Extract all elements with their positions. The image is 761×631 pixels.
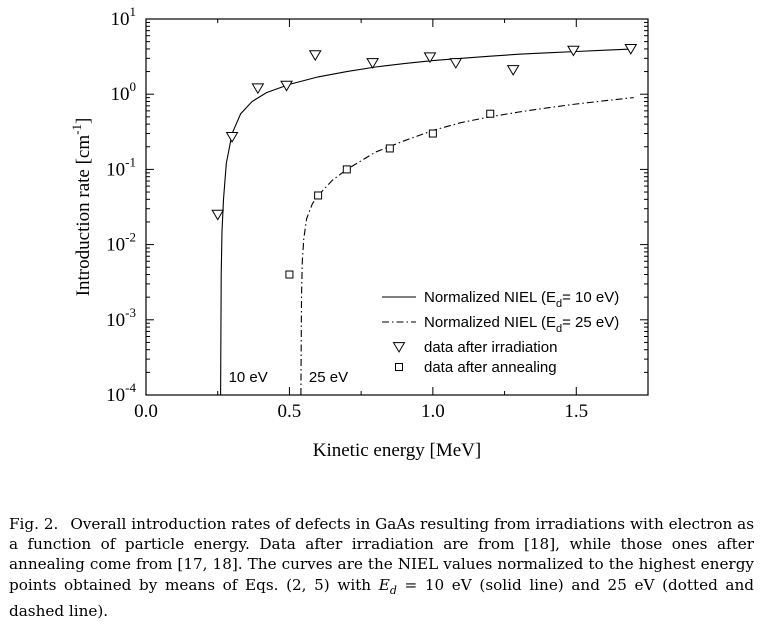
figure-caption: Fig. 2. Overall introduction rates of def… — [9, 514, 754, 621]
caption-ed-symbol: E — [378, 575, 390, 594]
legend-entry-label: Normalized NIEL (Ed= 10 eV) — [424, 289, 619, 310]
introduction-rate-chart: 0.0 0.5 1.0 1.5 101 100 10-1 10-2 10-3 10-4 Kinet… — [69, 4, 649, 461]
series-line-ed-25ev — [300, 97, 634, 396]
y-axis-label: Introduction rate [cm-1] — [69, 118, 94, 297]
legend: Normalized NIEL (Ed= 10 eV) Normalized NI… — [382, 289, 619, 376]
y-tick-label: 10-3 — [106, 305, 136, 331]
x-tick-label: 0.0 — [134, 401, 158, 422]
x-tick-label: 1.5 — [564, 401, 588, 422]
threshold-annotation: 25 eV — [309, 369, 348, 386]
marker-triangle-down — [308, 50, 322, 62]
legend-entry-label: data after irradiation — [424, 339, 557, 356]
marker-square — [385, 144, 394, 153]
marker-triangle-down — [225, 132, 239, 143]
marker-triangle-down — [624, 44, 638, 55]
caption-text-2: = 10 eV (solid line) and 25 eV (dotted a… — [9, 575, 754, 620]
threshold-annotation: 10 eV — [229, 369, 268, 386]
curves-layer — [220, 48, 634, 396]
annotations-layer: 10 eV 25 eV — [229, 369, 349, 386]
legend-entry-label: data after annealing — [424, 359, 557, 376]
marker-square — [285, 270, 294, 279]
plot-area-frame — [145, 18, 649, 396]
marker-triangle-down — [392, 342, 406, 353]
x-tick-label: 1.0 — [421, 401, 445, 422]
legend-entry-label: Normalized NIEL (Ed= 25 eV) — [424, 314, 619, 335]
y-tick-label: 10-2 — [106, 230, 136, 256]
marker-triangle-down — [366, 58, 379, 69]
caption-label: Fig. 2. — [9, 515, 59, 533]
marker-triangle-down — [251, 83, 265, 95]
caption-ed-subscript: d — [389, 583, 397, 597]
x-axis-label: Kinetic energy [MeV] — [313, 440, 481, 461]
marker-square — [342, 165, 351, 174]
marker-triangle-down — [449, 58, 463, 69]
y-tick-label: 101 — [111, 4, 137, 30]
marker-square — [314, 191, 323, 200]
marker-triangle-down — [423, 52, 437, 64]
series-line-ed-10ev — [220, 48, 634, 396]
marker-triangle-down — [211, 209, 225, 221]
marker-triangle-down — [506, 65, 520, 76]
marker-triangle-down — [567, 45, 580, 57]
y-tick-label: 10-4 — [106, 380, 136, 406]
marker-square — [428, 129, 437, 138]
marker-triangle-down — [280, 80, 293, 92]
markers-layer — [211, 44, 638, 279]
tick-labels-layer: 0.0 0.5 1.0 1.5 101 100 10-1 10-2 10-3 10-4 — [106, 4, 588, 422]
y-tick-label: 10-1 — [106, 154, 136, 180]
x-tick-label: 0.5 — [278, 401, 302, 422]
ticks-layer — [145, 18, 648, 396]
y-tick-label: 100 — [111, 79, 137, 105]
marker-square — [395, 363, 403, 371]
marker-square — [486, 109, 495, 118]
caption-text-1: Overall introduction rates of defects in… — [9, 515, 754, 594]
